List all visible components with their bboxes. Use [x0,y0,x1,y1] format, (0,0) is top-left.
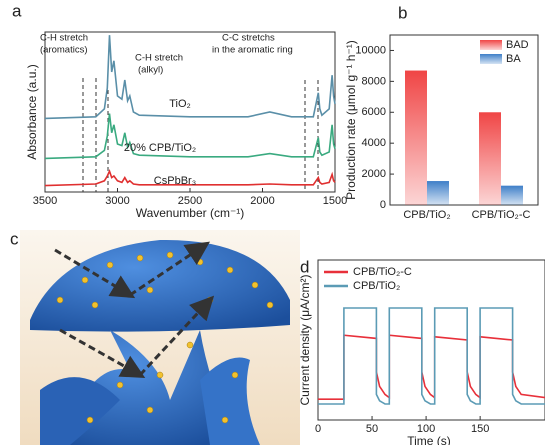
y-tick-label: 0 [380,199,386,211]
x-axis-label: Wavenumber (cm⁻¹) [136,206,245,220]
bar [501,185,523,205]
panel-letter: a [12,1,22,20]
y-axis-label: Current density (μA/cm²) [298,275,312,406]
annotation: C-C stretchs [222,33,275,44]
plot-frame [389,34,539,206]
annotation: in the aromatic ring [212,45,293,56]
x-tick-label: CPB/TiO₂ [403,209,450,221]
plot-frame [317,259,545,421]
annotation: (aromatics) [40,45,88,56]
series-line [44,169,336,187]
legend-label: CPB/TiO₂ [353,280,400,292]
panel-letter: d [300,257,309,276]
x-tick-label: 0 [315,423,321,435]
annotation: (alkyl) [138,65,163,76]
series-label: TiO₂ [169,98,191,110]
x-tick-label: CPB/TiO₂-C [472,209,531,221]
legend-label: CPB/TiO₂-C [353,266,412,278]
y-tick-label: 8000 [362,75,386,87]
legend-swatch [480,54,502,64]
annotation: C-H stretch [135,53,183,64]
panel-letter: b [398,3,407,22]
bar [405,70,427,205]
y-axis-label: Absorbance (a.u.) [25,64,39,159]
legend-label: BAD [506,39,529,51]
y-tick-label: 6000 [362,106,386,118]
series-line [318,307,545,405]
legend-swatch [480,40,502,50]
plot-frame [44,31,336,193]
x-tick-label: 50 [366,423,378,435]
x-tick-label: 2500 [178,195,202,207]
illustration [20,230,300,445]
series-line [318,334,545,400]
x-tick-label: 2000 [250,195,274,207]
guide-lines [82,78,319,192]
y-tick-label: 4000 [362,137,386,149]
x-axis-label: Time (s) [407,434,451,445]
y-tick-label: 10000 [355,44,386,56]
x-tick-label: 150 [471,423,489,435]
x-tick-label: 1500 [323,195,347,207]
bar [479,112,501,205]
panel-letter: c [10,229,19,248]
series-label: 20% CPB/TiO₂ [124,142,196,154]
series-line [44,35,336,120]
x-tick-label: 3000 [105,195,129,207]
legend-label: BA [506,53,521,65]
annotation: C-H stretch [40,33,88,44]
bar [427,181,449,205]
x-tick-label: 3500 [33,195,57,207]
y-axis-label: Production rate (μmol g⁻¹ h⁻¹) [344,40,358,200]
series-label: CsPbBr₃ [154,175,196,187]
x-tick-label: 100 [417,423,435,435]
y-tick-label: 2000 [362,168,386,180]
series-line [44,113,336,160]
